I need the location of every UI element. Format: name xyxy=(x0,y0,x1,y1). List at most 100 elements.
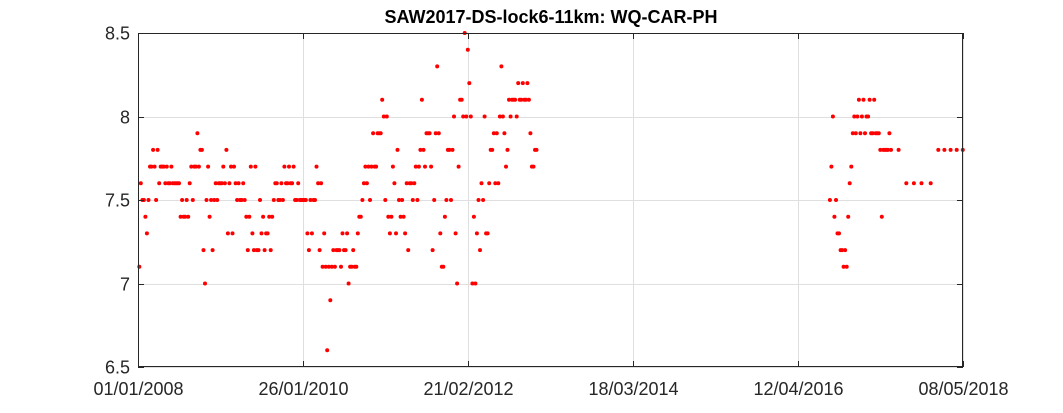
data-point xyxy=(465,47,470,52)
data-point xyxy=(490,147,495,152)
data-point xyxy=(846,214,851,219)
data-point xyxy=(397,198,401,202)
data-point xyxy=(190,198,195,202)
data-point xyxy=(436,131,441,136)
data-point xyxy=(444,198,449,202)
data-point xyxy=(497,114,502,119)
axis-ticks xyxy=(138,33,964,368)
data-point xyxy=(177,181,181,186)
data-point xyxy=(390,164,395,169)
data-point xyxy=(345,231,350,236)
data-point xyxy=(442,214,447,219)
data-point xyxy=(885,147,890,152)
data-point xyxy=(184,198,189,202)
data-point xyxy=(274,181,279,186)
data-point xyxy=(459,97,464,102)
data-point xyxy=(856,97,861,102)
x-tick-label: 12/04/2016 xyxy=(753,379,843,399)
x-tick-label: 26/01/2010 xyxy=(258,379,348,399)
data-point xyxy=(450,147,455,152)
data-point xyxy=(499,64,504,69)
data-point xyxy=(233,181,238,186)
data-point xyxy=(277,198,282,202)
data-point xyxy=(241,181,246,186)
data-point xyxy=(294,198,299,202)
data-point xyxy=(870,131,875,136)
data-point xyxy=(212,198,217,202)
data-point xyxy=(403,231,408,236)
data-point xyxy=(441,264,446,269)
data-point xyxy=(474,231,479,236)
data-point xyxy=(867,97,872,102)
data-point xyxy=(449,198,453,202)
data-point xyxy=(514,114,519,119)
data-point xyxy=(196,164,201,169)
data-point xyxy=(502,131,507,136)
data-points xyxy=(137,31,965,353)
data-point xyxy=(222,181,227,186)
y-tick-label: 7.5 xyxy=(105,191,130,211)
data-point xyxy=(287,164,291,169)
data-point xyxy=(199,147,204,152)
data-point xyxy=(528,131,533,136)
data-point xyxy=(410,198,415,202)
data-point xyxy=(340,231,345,236)
data-point xyxy=(841,264,846,269)
data-point xyxy=(858,131,863,136)
data-point xyxy=(409,181,414,186)
data-point xyxy=(322,231,327,236)
data-point xyxy=(487,181,492,186)
data-point xyxy=(225,231,230,236)
data-point xyxy=(471,214,476,219)
data-point xyxy=(852,114,857,119)
data-point xyxy=(339,264,343,269)
data-point xyxy=(329,264,334,269)
data-point xyxy=(855,114,860,119)
data-point xyxy=(256,248,261,253)
data-point xyxy=(253,164,258,169)
data-point xyxy=(859,114,864,119)
data-point xyxy=(146,198,151,202)
data-point xyxy=(520,81,525,86)
data-point xyxy=(863,131,867,136)
data-point xyxy=(423,164,427,169)
data-point xyxy=(232,164,236,169)
data-point xyxy=(493,181,498,186)
data-point xyxy=(305,231,310,236)
data-point xyxy=(152,164,157,169)
data-point xyxy=(494,131,499,136)
data-point xyxy=(282,164,287,169)
data-point xyxy=(455,281,460,286)
data-point xyxy=(476,198,481,202)
data-point xyxy=(313,198,317,202)
data-point xyxy=(878,147,883,152)
data-point xyxy=(248,164,253,169)
data-point xyxy=(481,198,486,202)
data-point xyxy=(500,114,505,119)
data-point xyxy=(154,198,159,202)
data-point xyxy=(361,181,366,186)
data-point xyxy=(227,181,232,186)
data-point xyxy=(850,131,855,136)
data-point xyxy=(872,97,877,102)
data-point xyxy=(844,264,849,269)
data-point xyxy=(244,214,249,219)
data-point xyxy=(309,231,314,236)
data-point xyxy=(832,214,837,219)
data-point xyxy=(380,97,385,102)
data-point xyxy=(438,231,443,236)
data-point xyxy=(531,164,536,169)
data-point xyxy=(447,147,452,152)
data-point xyxy=(271,198,276,202)
data-point xyxy=(371,131,376,136)
data-point xyxy=(378,131,383,136)
data-point xyxy=(887,131,892,136)
data-point xyxy=(936,147,941,152)
data-point xyxy=(235,198,240,202)
data-point xyxy=(221,164,226,169)
data-point xyxy=(911,181,916,186)
data-point xyxy=(496,181,501,186)
data-point xyxy=(224,147,229,152)
data-point xyxy=(354,264,359,269)
data-point xyxy=(467,81,472,86)
